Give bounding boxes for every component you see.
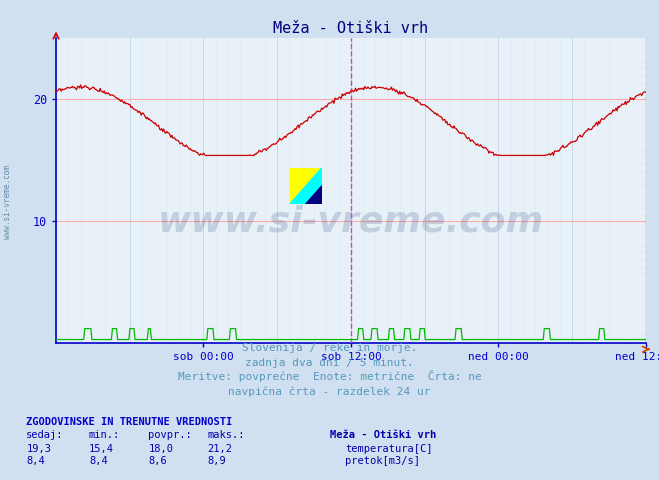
Text: 8,4: 8,4 [26, 456, 45, 466]
Text: 8,4: 8,4 [89, 456, 107, 466]
Text: 19,3: 19,3 [26, 444, 51, 454]
Polygon shape [306, 186, 322, 204]
Text: 18,0: 18,0 [148, 444, 173, 454]
Text: sedaj:: sedaj: [26, 430, 64, 440]
Polygon shape [290, 168, 322, 204]
Text: zadnja dva dni / 5 minut.: zadnja dva dni / 5 minut. [245, 358, 414, 368]
Text: Meritve: povprečne  Enote: metrične  Črta: ne: Meritve: povprečne Enote: metrične Črta:… [178, 370, 481, 382]
Text: pretok[m3/s]: pretok[m3/s] [345, 456, 420, 466]
Text: min.:: min.: [89, 430, 120, 440]
Text: povpr.:: povpr.: [148, 430, 192, 440]
Text: 15,4: 15,4 [89, 444, 114, 454]
Text: Slovenija / reke in morje.: Slovenija / reke in morje. [242, 343, 417, 353]
Text: temperatura[C]: temperatura[C] [345, 444, 433, 454]
Text: 8,6: 8,6 [148, 456, 167, 466]
Text: maks.:: maks.: [208, 430, 245, 440]
Text: Meža - Otiški vrh: Meža - Otiški vrh [330, 430, 436, 440]
Polygon shape [290, 168, 322, 204]
Text: 8,9: 8,9 [208, 456, 226, 466]
Text: navpična črta - razdelek 24 ur: navpična črta - razdelek 24 ur [228, 386, 431, 396]
Text: 21,2: 21,2 [208, 444, 233, 454]
Text: www.si-vreme.com: www.si-vreme.com [158, 204, 544, 238]
Text: ZGODOVINSKE IN TRENUTNE VREDNOSTI: ZGODOVINSKE IN TRENUTNE VREDNOSTI [26, 417, 233, 427]
Text: www.si-vreme.com: www.si-vreme.com [3, 165, 13, 239]
Title: Meža - Otiški vrh: Meža - Otiški vrh [273, 21, 428, 36]
